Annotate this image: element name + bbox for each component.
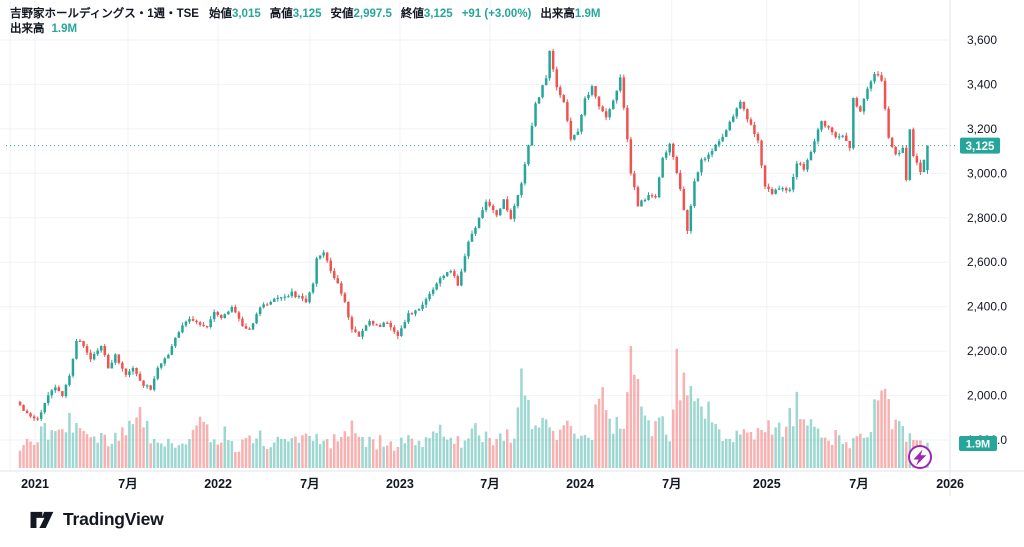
chart-legend: 吉野家ホールディングス・1週・TSE 始値3,015 高値3,125 安値2,9… xyxy=(10,7,609,37)
svg-text:2025: 2025 xyxy=(753,477,781,491)
svg-text:3,000.0: 3,000.0 xyxy=(967,166,1007,180)
volume-study-value: 1.9M xyxy=(51,23,78,35)
svg-text:7月: 7月 xyxy=(300,477,319,491)
boost-button[interactable] xyxy=(908,445,932,469)
svg-text:2023: 2023 xyxy=(386,477,414,491)
svg-text:2,600.0: 2,600.0 xyxy=(967,255,1007,269)
time-axis[interactable]: 2021 7月 2022 7月 2023 7月 2024 7月 2025 7月 2026 xyxy=(21,477,964,491)
high-field: 高値3,125 xyxy=(269,8,322,20)
change-value: +91 (+3.00%) xyxy=(461,8,532,20)
tradingview-logo-icon xyxy=(30,511,54,528)
svg-text:2022: 2022 xyxy=(204,477,232,491)
tradingview-logo-text: TradingView xyxy=(63,509,164,529)
svg-text:2,400.0: 2,400.0 xyxy=(967,300,1007,314)
volume-study-label: 出来高 xyxy=(10,23,45,35)
low-field: 安値2,997.5 xyxy=(330,8,392,20)
svg-text:2,200.0: 2,200.0 xyxy=(967,344,1007,358)
grid-lines xyxy=(0,0,948,471)
svg-text:7月: 7月 xyxy=(662,477,681,491)
svg-text:3,600: 3,600 xyxy=(967,33,997,47)
legend-row-2: 出来高 1.9M xyxy=(10,22,609,37)
svg-text:2021: 2021 xyxy=(21,477,49,491)
symbol-title: 吉野家ホールディングス・1週・TSE xyxy=(10,8,199,20)
svg-text:2,000.0: 2,000.0 xyxy=(967,389,1007,403)
close-field: 終値3,125 xyxy=(400,8,453,20)
volume-histogram xyxy=(18,346,929,468)
tradingview-logo[interactable]: TradingView xyxy=(28,506,164,533)
svg-text:2026: 2026 xyxy=(936,477,964,491)
svg-text:1.9M: 1.9M xyxy=(966,439,990,451)
price-axis[interactable]: 3,600 3,400 3,200 3,000.0 2,800.0 2,600.0 2,40… xyxy=(967,33,1007,447)
current-price-badge: 3,125 xyxy=(960,137,1000,154)
svg-text:3,200: 3,200 xyxy=(967,122,997,136)
candlestick-series xyxy=(18,49,929,422)
volume-value-badge: 1.9M xyxy=(959,436,997,451)
svg-text:3,400: 3,400 xyxy=(967,77,997,91)
svg-text:7月: 7月 xyxy=(849,477,868,491)
svg-text:2,800.0: 2,800.0 xyxy=(967,211,1007,225)
open-field: 始値3,015 xyxy=(208,8,261,20)
lightning-icon xyxy=(913,449,927,466)
svg-text:7月: 7月 xyxy=(480,477,499,491)
svg-text:7月: 7月 xyxy=(118,477,137,491)
svg-text:3,125: 3,125 xyxy=(966,141,995,153)
volume-field: 出来高1.9M xyxy=(540,8,601,20)
legend-row-1: 吉野家ホールディングス・1週・TSE 始値3,015 高値3,125 安値2,9… xyxy=(10,7,609,22)
svg-text:2024: 2024 xyxy=(566,477,594,491)
